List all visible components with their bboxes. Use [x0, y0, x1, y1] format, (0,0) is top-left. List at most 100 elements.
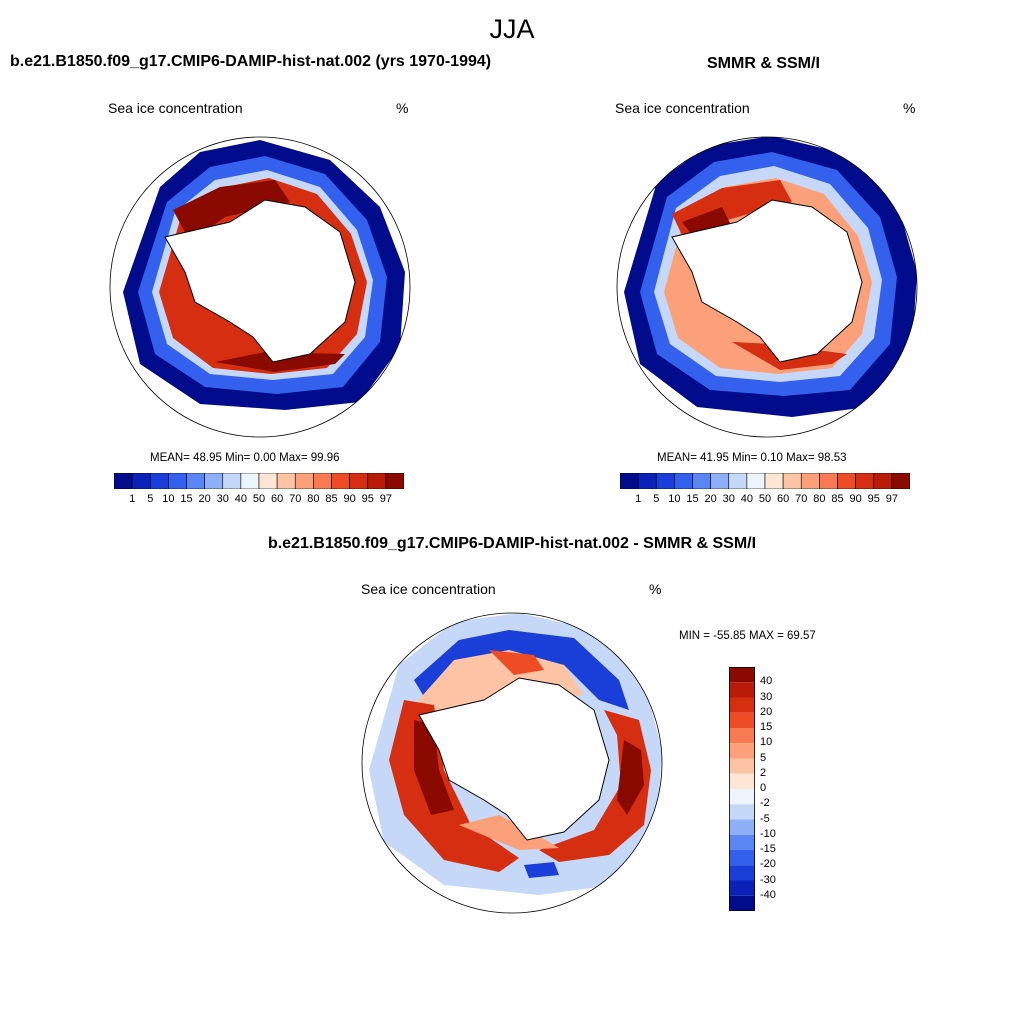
diff-east-positive: [539, 710, 651, 862]
obs-colorbar-swatch: [764, 473, 784, 489]
diff-ross-positive: [459, 815, 559, 850]
obs-colorbar-labels: 1 5 10 15 20 30 40 50 60 70 80 85 90 95 97: [620, 493, 910, 509]
diff-colorbar-tick-label: 2: [760, 766, 767, 779]
obs-colorbar-tick-label: 20: [704, 493, 717, 505]
model-colorbar: [114, 473, 404, 489]
model-colorbar-tick-label: 85: [325, 493, 338, 505]
model-ross-pack: [215, 352, 345, 372]
diff-colorbar-swatch: [729, 758, 755, 774]
obs-colorbar-tick-label: 85: [831, 493, 844, 505]
model-colorbar-swatch: [294, 473, 314, 489]
model-colorbar-tick-label: 50: [252, 493, 266, 505]
obs-sea-ice-map: [616, 136, 918, 438]
diff-colorbar-swatch: [729, 804, 755, 820]
model-colorbar-tick-label: 5: [147, 493, 154, 505]
obs-colorbar-swatch: [637, 473, 657, 489]
diff-colorbar-swatch: [729, 834, 755, 850]
model-colorbar-tick-label: 40: [234, 493, 247, 505]
diff-colorbar-tick-label: 15: [760, 721, 773, 733]
diff-colorbar-swatch: [729, 743, 755, 759]
diff-colorbar-tick-label: 5: [760, 751, 767, 764]
diff-colorbar-swatch: [729, 667, 755, 683]
obs-colorbar-swatch: [620, 473, 639, 489]
model-colorbar-swatch: [149, 473, 169, 489]
obs-colorbar: [620, 473, 910, 489]
obs-colorbar-swatch: [692, 473, 711, 489]
diff-map-boundary: [361, 612, 663, 914]
obs-colorbar-tick-label: 30: [722, 493, 735, 505]
diff-ross-negative-patch: [524, 862, 559, 878]
difference-colorbar: [729, 667, 755, 911]
model-colorbar-swatch: [258, 473, 278, 489]
model-colorbar-tick-label: 1: [129, 493, 136, 505]
model-colorbar-swatch: [367, 473, 387, 489]
diff-colorbar-swatch: [729, 850, 755, 866]
obs-colorbar-swatch: [800, 473, 820, 489]
diff-antarctica-outline: [418, 677, 610, 841]
diff-colorbar-tick-label: 40: [760, 675, 773, 688]
diff-colorbar-tick-label: -20: [760, 858, 776, 871]
model-panel-title: b.e21.B1850.f09_g17.CMIP6-DAMIP-hist-nat…: [10, 53, 492, 70]
obs-colorbar-tick-label: 60: [777, 493, 790, 505]
model-colorbar-tick-label: 10: [162, 493, 175, 505]
diff-colorbar-tick-label: -5: [760, 812, 770, 825]
diff-colorbar-tick-label: 30: [760, 690, 773, 703]
diff-weddell-peak: [489, 650, 544, 675]
model-colorbar-swatch: [204, 473, 224, 489]
diff-colorbar-swatch: [729, 865, 755, 881]
difference-colorbar-labels: 40 30 20 15 10 5 2 0 -2 -5 -10 -15 -20 -30 -40: [760, 667, 800, 911]
diff-panel-title: b.e21.B1850.f09_g17.CMIP6-DAMIP-hist-nat…: [267, 535, 757, 552]
diff-colorbar-border: [729, 667, 755, 911]
model-colorbar-tick-label: 70: [289, 493, 302, 505]
obs-colorbar-tick-label: 40: [740, 493, 753, 505]
obs-colorbar-tick-label: 5: [653, 493, 660, 505]
model-colorbar-labels: 1 5 10 15 20 30 40 50 60 70 80 85 90 95 97: [114, 493, 404, 509]
obs-colorbar-swatch: [674, 473, 693, 489]
model-colorbar-tick-label: 30: [216, 493, 229, 505]
model-colorbar-swatch: [114, 473, 133, 489]
diff-colorbar-tick-label: 0: [760, 782, 767, 794]
obs-colorbar-swatch: [873, 473, 893, 489]
obs-colorbar-swatch: [655, 473, 675, 489]
obs-colorbar-tick-label: 15: [686, 493, 699, 505]
obs-colorbar-tick-label: 90: [849, 493, 862, 505]
obs-colorbar-tick-label: 1: [635, 493, 642, 505]
diff-colorbar-swatch: [729, 712, 755, 728]
diff-colorbar-tick-label: 10: [760, 736, 773, 749]
obs-colorbar-swatch: [728, 473, 748, 489]
obs-panel-title: SMMR & SSM/I: [707, 55, 820, 72]
obs-colorbar-tick-label: 70: [795, 493, 808, 505]
model-map-boundary: [109, 136, 411, 438]
obs-units-label: %: [903, 100, 916, 116]
model-variable-label: Sea ice concentration: [108, 100, 243, 116]
model-stats: MEAN= 48.95 Min= 0.00 Max= 99.96: [150, 452, 340, 464]
model-colorbar-swatch: [313, 473, 332, 489]
diff-colorbar-swatch: [729, 773, 755, 789]
obs-map-boundary: [616, 136, 918, 438]
obs-colorbar-swatch: [837, 473, 856, 489]
obs-stats: MEAN= 41.95 Min= 0.10 Max= 98.53: [657, 452, 847, 464]
model-colorbar-tick-label: 95: [361, 493, 374, 505]
obs-colorbar-swatch: [746, 473, 766, 489]
obs-colorbar-swatch: [710, 473, 730, 489]
model-units-label: %: [396, 100, 409, 116]
model-colorbar-tick-label: 90: [343, 493, 356, 505]
model-colorbar-tick-label: 60: [271, 493, 284, 505]
diff-colorbar-swatch: [729, 697, 755, 713]
obs-colorbar-tick-label: 95: [867, 493, 880, 505]
obs-colorbar-tick-label: 10: [668, 493, 681, 505]
diff-colorbar-swatch: [729, 728, 755, 744]
model-colorbar-tick-label: 15: [180, 493, 193, 505]
model-colorbar-tick-label: 20: [198, 493, 211, 505]
obs-colorbar-swatch: [782, 473, 802, 489]
obs-antarctica-outline: [671, 199, 863, 363]
obs-variable-label: Sea ice concentration: [615, 100, 750, 116]
difference-map: [361, 612, 663, 914]
obs-colorbar-tick-label: 50: [758, 493, 772, 505]
model-colorbar-swatch: [331, 473, 350, 489]
diff-colorbar-swatch: [729, 880, 755, 896]
diff-colorbar-tick-label: -15: [760, 843, 776, 855]
diff-variable-label: Sea ice concentration: [361, 581, 496, 597]
diff-east-peak: [617, 740, 644, 815]
obs-colorbar-swatch: [819, 473, 838, 489]
